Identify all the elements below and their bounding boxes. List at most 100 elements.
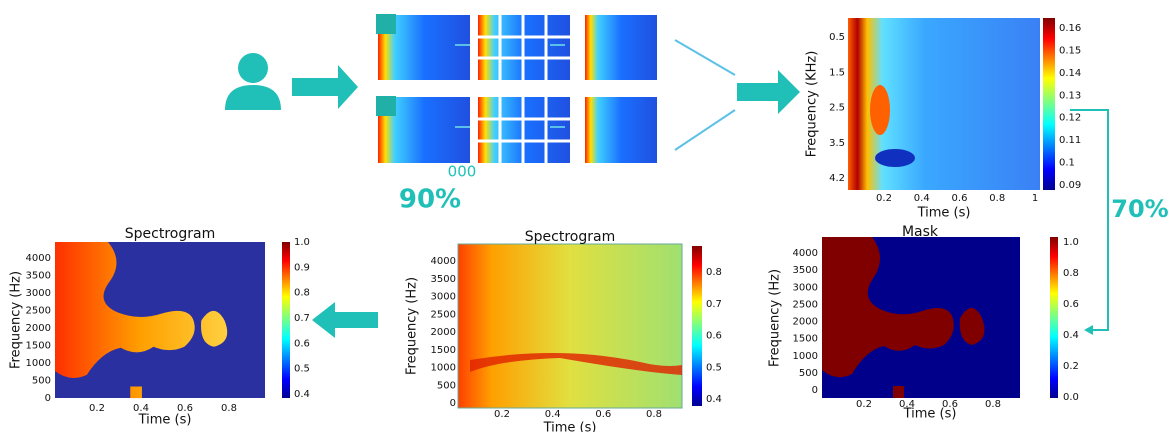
y-label: Frequency (Hz) [768, 269, 783, 367]
x-tick-label: 0.8 [221, 403, 237, 414]
patch [376, 14, 396, 34]
colorbar-label: 0.6 [706, 331, 722, 342]
y-tick-label: 2500 [431, 309, 456, 320]
colorbar-label: 0.8 [1063, 268, 1079, 279]
dots: 000 [448, 163, 477, 181]
y-tick-label: 1.5 [829, 67, 845, 78]
title: Spectrogram [525, 229, 615, 245]
y-label: Frequency (KHz) [805, 51, 820, 158]
y-tick-label: 1500 [431, 345, 456, 356]
user-icon [225, 53, 281, 110]
colorbar [282, 242, 290, 398]
colorbar-label: 0.8 [294, 288, 310, 299]
colorbar-label: 0.8 [706, 267, 722, 278]
colorbar-label: 0.6 [1063, 299, 1079, 310]
x-tick-label: 0.2 [856, 399, 872, 410]
x-tick-label: 1 [1032, 193, 1038, 204]
y-tick-label: 3.5 [829, 138, 845, 149]
y-tick-label: 3500 [793, 265, 818, 276]
x-tick-label: 0.6 [952, 193, 968, 204]
x-tick-label: 0.6 [595, 409, 611, 420]
spectrogram-image [458, 244, 682, 408]
spec-tile [585, 97, 657, 163]
y-tick-label: 500 [437, 380, 456, 391]
colorbar-label: 0.0 [1063, 392, 1079, 403]
title: Mask [902, 224, 939, 240]
colorbar-label: 0.16 [1059, 23, 1081, 34]
y-tick-label: 2000 [26, 323, 51, 334]
x-tick-label: 0.4 [545, 409, 561, 420]
colorbar-label: 0.7 [294, 313, 310, 324]
spec-tile [585, 15, 657, 80]
colorbar-label: 0.4 [1063, 330, 1079, 341]
colorbar-label: 0.12 [1059, 113, 1081, 124]
y-tick-label: 1000 [431, 363, 456, 374]
cold-spot [875, 149, 915, 167]
y-label: Frequency (Hz) [405, 277, 420, 375]
y-tick-label: 500 [799, 368, 818, 379]
x-tick-label: 0.8 [985, 399, 1001, 410]
y-tick-label: 2000 [431, 327, 456, 338]
colorbar [1050, 237, 1058, 398]
colorbar-label: 0.7 [706, 299, 722, 310]
x-tick-label: 0.4 [133, 403, 149, 414]
y-tick-label: 3500 [26, 271, 51, 282]
patch [376, 96, 396, 116]
colorbar [1043, 18, 1055, 190]
x-tick-label: 0.2 [876, 193, 892, 204]
colorbar-label: 0.1 [1059, 158, 1075, 169]
small-spectrograms [376, 14, 657, 163]
threshold: 70% [1111, 195, 1168, 223]
merge-lines [675, 40, 735, 150]
y-tick-label: 1000 [26, 358, 51, 369]
colorbar-label: 0.4 [706, 394, 722, 405]
colorbar [692, 246, 702, 406]
y-tick-label: 0 [812, 385, 818, 396]
diagram: 000 90% Frequency (KHz) Time (s) 70% Mas… [0, 0, 1174, 432]
arrow [292, 65, 358, 109]
title: Spectrogram [125, 226, 215, 242]
x-tick-label: 0.4 [914, 193, 930, 204]
y-tick-label: 0.5 [829, 32, 845, 43]
y-tick-label: 2500 [26, 306, 51, 317]
x-tick-label: 0.4 [899, 399, 915, 410]
colorbar-label: 0.9 [294, 262, 310, 273]
x-tick-label: 0.2 [89, 403, 105, 414]
y-tick-label: 3500 [431, 274, 456, 285]
heat-spot [870, 85, 890, 135]
y-tick-label: 3000 [431, 292, 456, 303]
user-body [225, 85, 281, 110]
colorbar-label: 0.2 [1063, 361, 1079, 372]
y-tick-label: 4000 [793, 248, 818, 259]
x-label: Time (s) [917, 206, 971, 221]
percent: 90% [399, 185, 461, 215]
x-tick-label: 0.8 [989, 193, 1005, 204]
colorbar-label: 0.5 [294, 364, 310, 375]
y-tick-label: 2000 [793, 317, 818, 328]
y-tick-label: 500 [32, 376, 51, 387]
y-tick-label: 2500 [793, 299, 818, 310]
colorbar-label: 1.0 [1063, 237, 1079, 248]
arrow [312, 302, 378, 338]
colorbar-label: 0.11 [1059, 135, 1081, 146]
y-tick-label: 0 [45, 393, 51, 404]
x-tick-label: 0.6 [177, 403, 193, 414]
arrow-head [1084, 325, 1093, 335]
colorbar-label: 0.13 [1059, 90, 1081, 101]
x-tick-label: 0.8 [646, 409, 662, 420]
y-tick-label: 1500 [26, 341, 51, 352]
y-tick-label: 1000 [793, 351, 818, 362]
y-label: Frequency (Hz) [9, 271, 24, 369]
colorbar-label: 0.5 [706, 362, 722, 373]
user-head [238, 53, 268, 83]
arrow [737, 70, 800, 114]
x-label: Time (s) [138, 413, 192, 428]
y-tick-label: 4000 [26, 253, 51, 264]
colorbar-label: 0.6 [294, 338, 310, 349]
y-tick-label: 4.2 [829, 173, 845, 184]
x-label: Time (s) [543, 421, 597, 432]
x-tick-label: 0.6 [942, 399, 958, 410]
colorbar-label: 1.0 [294, 237, 310, 248]
y-tick-label: 3000 [26, 288, 51, 299]
y-tick-label: 4000 [431, 256, 456, 267]
